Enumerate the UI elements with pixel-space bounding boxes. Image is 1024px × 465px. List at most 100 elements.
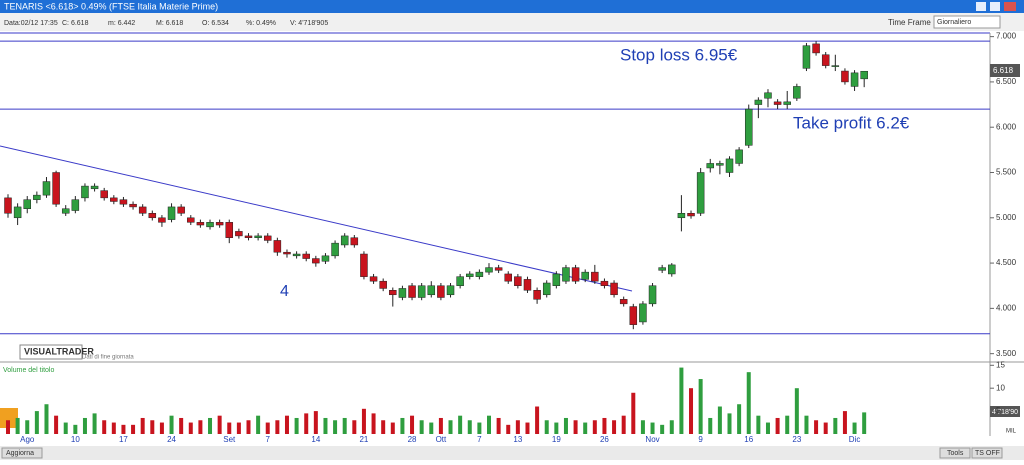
volume-bar [804, 415, 809, 434]
volume-bar [515, 420, 520, 434]
volume-bar [487, 415, 491, 434]
info-item: Data:02/12 17:35 [4, 20, 58, 27]
volume-bar [583, 422, 588, 434]
candle-body [456, 276, 464, 286]
candle-body [292, 253, 301, 257]
info-item: C: 6.618 [62, 20, 89, 27]
x-tick-label: 10 [71, 435, 80, 444]
volume-bar [342, 417, 347, 434]
volume-bar [669, 420, 674, 434]
candle-body [562, 267, 570, 282]
volume-bar [660, 424, 665, 434]
volume-bar [631, 392, 636, 434]
candle-body [283, 251, 291, 255]
minimize[interactable] [976, 2, 986, 11]
candle-body [687, 213, 695, 217]
logo-note: Dati di fine giornata [82, 355, 134, 361]
x-tick-label: 7 [266, 435, 271, 444]
volume-bar [44, 404, 49, 434]
candle-body [312, 258, 320, 264]
maximize[interactable] [990, 2, 1000, 11]
volume-bar [544, 420, 549, 434]
volume-bar [208, 417, 213, 434]
volume-bar [102, 420, 107, 434]
tools-button[interactable] [939, 447, 971, 459]
volume-bar [198, 420, 203, 434]
volume-bar [842, 411, 847, 434]
volume-bar [111, 422, 116, 434]
time-frame-value: Giornaliero [937, 19, 971, 26]
candle-body [427, 285, 436, 296]
volume-bar [265, 422, 270, 434]
candle-body [225, 222, 234, 238]
volume-bar [390, 422, 395, 434]
aggiorna-button[interactable] [1, 447, 43, 459]
candle-body [138, 206, 147, 214]
x-tick-label: Nov [645, 435, 659, 444]
x-tick-label: 14 [311, 435, 320, 444]
price-box [990, 64, 1020, 77]
volume-unit: MIL [1006, 429, 1017, 435]
ts-button[interactable] [971, 447, 1003, 459]
volume-bar [467, 420, 472, 434]
volume-bar [169, 415, 174, 434]
candle-body [52, 172, 60, 205]
volume-bar [698, 379, 703, 434]
volume-bar [756, 415, 761, 434]
candle-body [619, 299, 628, 305]
candle-body [821, 54, 830, 66]
x-tick-label: 16 [744, 435, 753, 444]
volume-bar [25, 420, 30, 434]
volume-bar [823, 422, 828, 434]
x-tick-label: 26 [600, 435, 609, 444]
candle-body [523, 279, 532, 291]
volume-bar [737, 404, 742, 434]
annotation: 4 [280, 283, 289, 300]
last-price: 6.618 [993, 66, 1014, 75]
y-tick-label: 5.000 [996, 213, 1017, 222]
candle-body [177, 206, 185, 214]
close[interactable] [1004, 2, 1016, 11]
y-tick-label: 6.000 [996, 122, 1017, 131]
volume-box [990, 406, 1020, 417]
volume-bar [15, 417, 20, 434]
candle-body [793, 86, 801, 99]
x-tick-label: Set [223, 435, 236, 444]
candle-body [369, 276, 378, 282]
candle-body [831, 65, 840, 67]
side-tab[interactable] [0, 408, 18, 428]
time-frame-select[interactable] [933, 15, 1001, 29]
volume-bar [227, 422, 232, 434]
candle-body [33, 194, 41, 200]
candle-body [504, 273, 512, 282]
candle-body [379, 280, 387, 289]
volume-bar [785, 415, 790, 434]
candle-body [206, 222, 214, 228]
info-item: m: 6.442 [108, 20, 135, 27]
candle-body [13, 206, 22, 219]
info-item: %: 0.49% [246, 20, 276, 27]
candle-body [90, 185, 99, 190]
volume-bar [6, 420, 10, 434]
volume-bar [131, 424, 136, 434]
volume-bar [525, 422, 530, 434]
candle-body [812, 43, 820, 54]
volume-bar [294, 417, 299, 434]
volume-bar [256, 415, 261, 434]
candle-body [71, 199, 80, 211]
volume-bar [458, 415, 463, 434]
candle-body [696, 172, 705, 214]
candle-body [158, 217, 166, 223]
x-tick-label: 17 [119, 435, 128, 444]
volume-bar [554, 422, 559, 434]
candle-body [581, 271, 589, 280]
volume-bar [438, 417, 443, 434]
volume-bar [775, 417, 780, 434]
volume-bar [612, 420, 617, 434]
candle-body [600, 280, 609, 286]
candle-body [783, 101, 791, 105]
volume-bar [794, 388, 799, 434]
aggiorna: Aggiorna [6, 450, 34, 457]
candle-body [542, 282, 551, 296]
volume-bar [833, 417, 838, 434]
